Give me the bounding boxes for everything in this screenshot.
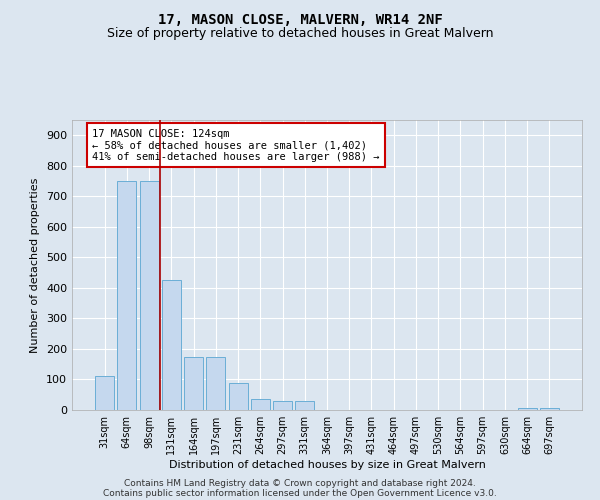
Text: Contains public sector information licensed under the Open Government Licence v3: Contains public sector information licen… [103, 488, 497, 498]
Bar [229, 382, 248, 410]
Bar [518, 408, 536, 410]
X-axis label: Distribution of detached houses by size in Great Malvern: Distribution of detached houses by size … [169, 460, 485, 470]
Bar [206, 356, 225, 410]
Bar [540, 408, 559, 410]
Bar [162, 280, 181, 410]
Text: 17, MASON CLOSE, MALVERN, WR14 2NF: 17, MASON CLOSE, MALVERN, WR14 2NF [158, 12, 442, 26]
Text: Contains HM Land Registry data © Crown copyright and database right 2024.: Contains HM Land Registry data © Crown c… [124, 478, 476, 488]
Bar [95, 376, 114, 410]
Bar [273, 401, 292, 410]
Bar [251, 400, 270, 410]
Text: Size of property relative to detached houses in Great Malvern: Size of property relative to detached ho… [107, 28, 493, 40]
Bar [140, 181, 158, 410]
Bar [295, 401, 314, 410]
Y-axis label: Number of detached properties: Number of detached properties [31, 178, 40, 352]
Text: 17 MASON CLOSE: 124sqm
← 58% of detached houses are smaller (1,402)
41% of semi-: 17 MASON CLOSE: 124sqm ← 58% of detached… [92, 128, 380, 162]
Bar [184, 356, 203, 410]
Bar [118, 181, 136, 410]
